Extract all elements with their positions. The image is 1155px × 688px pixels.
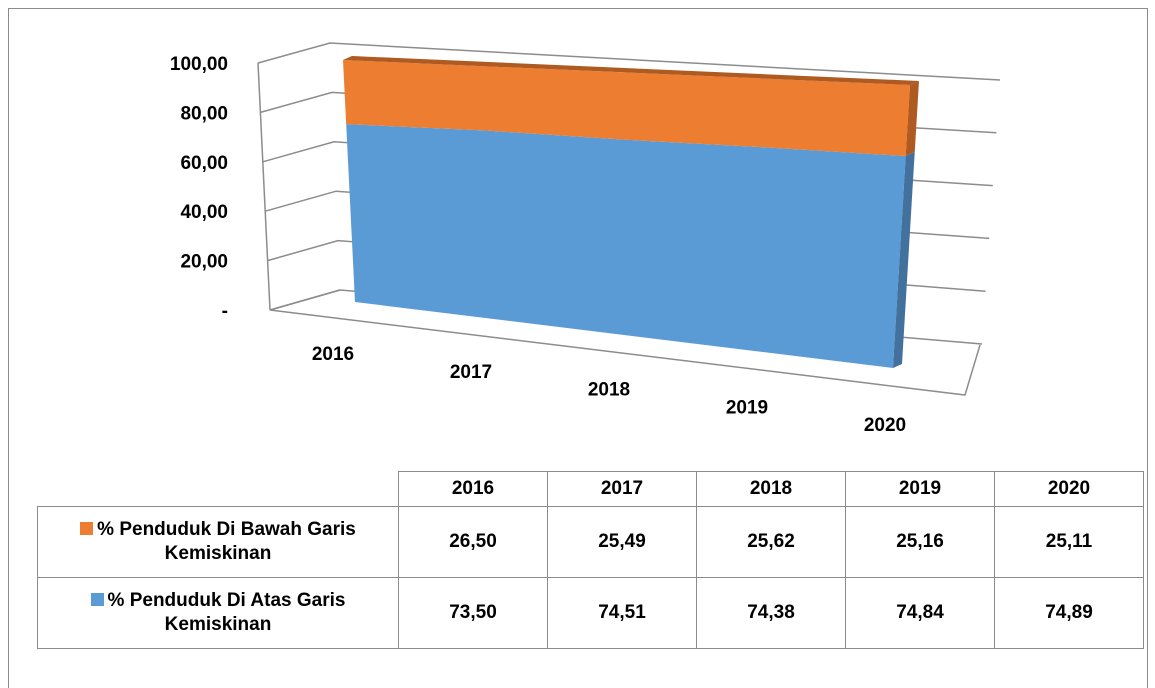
header-cell: 2018 [696,471,846,507]
y-tick-label: 100,00 [170,54,228,75]
series-name-cell: % Penduduk Di Atas Garis Kemiskinan [37,577,399,649]
chart: - 20,00 40,00 60,00 80,00 100,00 2016 2017 2018 2… [170,42,1001,436]
x-tick-label: 2017 [450,362,492,383]
y-tick-label: 80,00 [180,103,228,124]
header-row: 2016 2017 2018 2019 2020 [37,471,1144,507]
data-table: 2016 2017 2018 2019 2020% Penduduk Di Bawah … [37,471,1144,649]
x-tick-label: 2016 [312,344,354,365]
y-tick-label: 40,00 [180,202,228,223]
area-top [343,56,919,85]
y-tick-label: 20,00 [180,252,228,273]
frame [8,8,1148,688]
value-cell: 25,62 [696,506,846,578]
data-row: % Penduduk Di Bawah Garis Kemiskinan 26,5… [37,506,1144,578]
value-cell: 25,49 [547,506,697,578]
area [346,124,906,368]
value-cell: 74,84 [845,577,995,649]
header-cell: 2020 [994,471,1144,507]
blank-cell [37,471,399,507]
data-row: % Penduduk Di Atas Garis Kemiskinan 73,50… [37,577,1144,649]
area [343,60,910,157]
value-cell: 25,16 [845,506,995,578]
legend-swatch [80,522,94,535]
series-name-cell: % Penduduk Di Bawah Garis Kemiskinan [37,506,399,578]
legend-label: % Penduduk Di Atas Garis Kemiskinan [107,590,346,635]
y-tick-label: - [222,301,228,322]
value-cell: 73,50 [398,577,548,649]
value-cell: 74,89 [994,577,1144,649]
header-cell: 2019 [845,471,995,507]
area-side [905,81,919,157]
legend-label: % Penduduk Di Bawah Garis Kemiskinan [97,519,356,564]
x-tick-label: 2018 [588,380,630,401]
value-cell: 74,38 [696,577,846,649]
value-cell: 74,51 [547,577,697,649]
header-cell: 2017 [547,471,697,507]
area-side [893,152,915,368]
x-tick-label: 2019 [726,397,768,418]
legend-swatch [90,593,104,606]
floor-edge [269,309,981,396]
grid-line [257,42,1001,81]
value-cell: 25,11 [994,506,1144,578]
header-cell: 2016 [398,471,548,507]
y-tick-label: 60,00 [180,153,228,174]
value-cell: 26,50 [398,506,548,578]
wall-edge [257,62,271,311]
x-tick-label: 2020 [864,415,906,436]
